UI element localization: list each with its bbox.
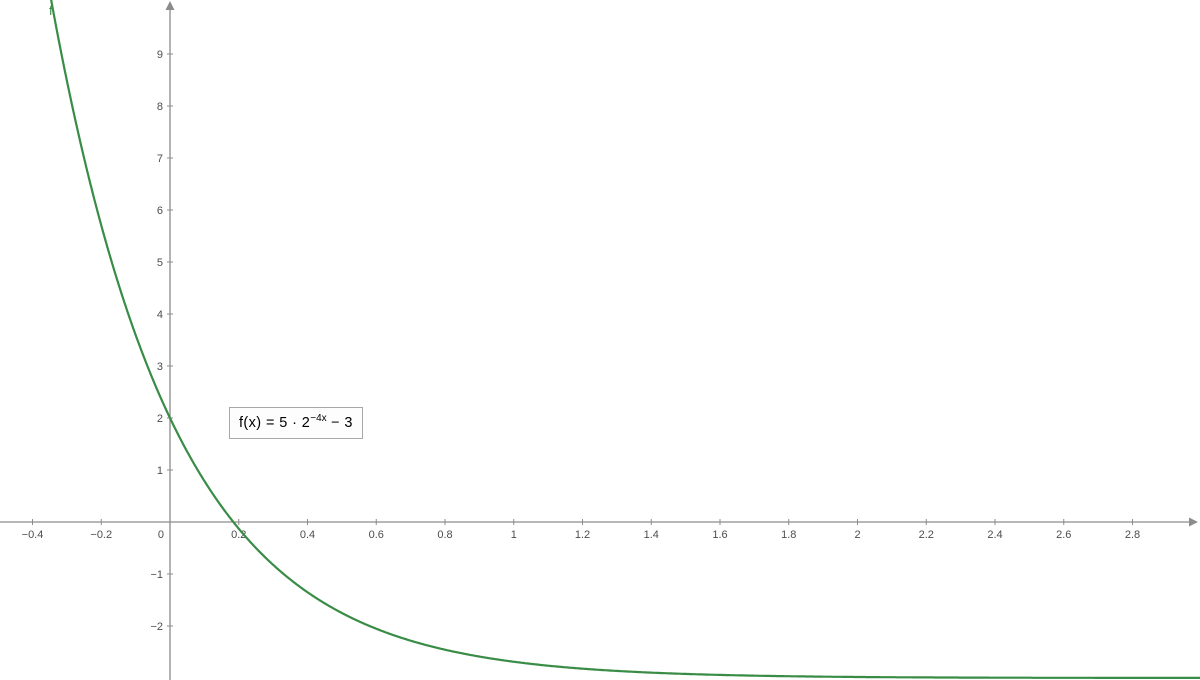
y-axis-ticks: −2 −1 1 2 3 4 5 6 7 8 9 [150,49,173,633]
y-tick-label: −1 [150,569,163,581]
x-tick-label: 1.4 [644,529,659,541]
y-tick-label: 1 [157,465,163,477]
equation-label-box[interactable]: f(x) = 5 · 2−4x − 3 [229,407,363,439]
y-tick-label: 8 [157,101,163,113]
x-tick-label: 2.6 [1056,529,1071,541]
equation-exponent: −4x [310,413,327,424]
curve-label-f[interactable]: f [49,3,53,18]
y-tick-label: 3 [157,361,163,373]
x-tick-label: 2 [854,529,860,541]
y-axis-arrow-icon [165,1,175,10]
y-tick-label: 2 [157,413,163,425]
x-tick-label: 0.4 [300,529,315,541]
function-curve[interactable] [36,0,1200,679]
x-tick-label: 1.2 [575,529,590,541]
equation-text-prefix: f(x) = 5 · 2 [239,414,311,431]
x-tick-label: −0.2 [90,529,112,541]
x-tick-label: 1 [511,529,517,541]
x-axis-ticks: −0.4 −0.2 0.2 0.4 0.6 0.8 1 1.2 1.4 1.6 1.8 2 2.2 2.4… [22,519,1140,541]
x-tick-label: 1.6 [712,529,727,541]
y-tick-label: 5 [157,257,163,269]
x-axis-arrow-icon [1189,517,1198,527]
y-tick-label: 6 [157,205,163,217]
y-tick-label: 7 [157,153,163,165]
y-tick-label: 4 [157,309,163,321]
x-tick-label: 1.8 [781,529,796,541]
equation-text-suffix: − 3 [326,414,353,431]
x-tick-label: 2.8 [1125,529,1140,541]
x-tick-label: 0.8 [437,529,452,541]
x-tick-label: 2.4 [987,529,1002,541]
origin-label: 0 [158,529,164,541]
x-tick-label: 2.2 [919,529,934,541]
x-tick-label: 0.6 [369,529,384,541]
y-tick-label: 9 [157,49,163,61]
y-tick-label: −2 [150,621,163,633]
x-tick-label: −0.4 [22,529,44,541]
